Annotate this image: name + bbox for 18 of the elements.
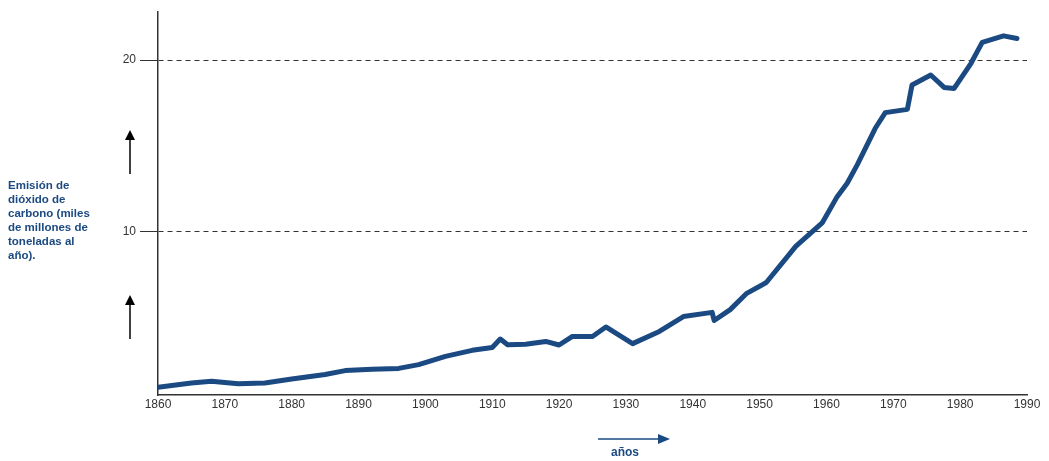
x-tick-label: 1960 xyxy=(813,396,841,411)
x-tick-label: 1930 xyxy=(612,396,640,411)
x-tick-label: 1990 xyxy=(1013,396,1041,411)
x-tick-label: 1880 xyxy=(278,396,306,411)
y-axis-title: Emisión de dióxido de carbono (miles de millones de toneladas al año). xyxy=(8,178,91,262)
x-tick-label: 1870 xyxy=(211,396,239,411)
x-axis-title: años xyxy=(611,445,640,459)
x-tick-label: 1860 xyxy=(144,396,172,411)
x-tick-label: 1940 xyxy=(679,396,707,411)
y-tick-label: 20 xyxy=(122,52,137,67)
y-tick-label: 10 xyxy=(122,224,137,239)
x-tick-label: 1950 xyxy=(746,396,774,411)
x-tick-label: 1910 xyxy=(478,396,506,411)
x-tick-label: 1980 xyxy=(946,396,974,411)
x-tick-label: 1970 xyxy=(879,396,907,411)
x-tick-label: 1900 xyxy=(412,396,440,411)
x-tick-label: 1890 xyxy=(345,396,373,411)
x-tick-label: 1920 xyxy=(545,396,573,411)
